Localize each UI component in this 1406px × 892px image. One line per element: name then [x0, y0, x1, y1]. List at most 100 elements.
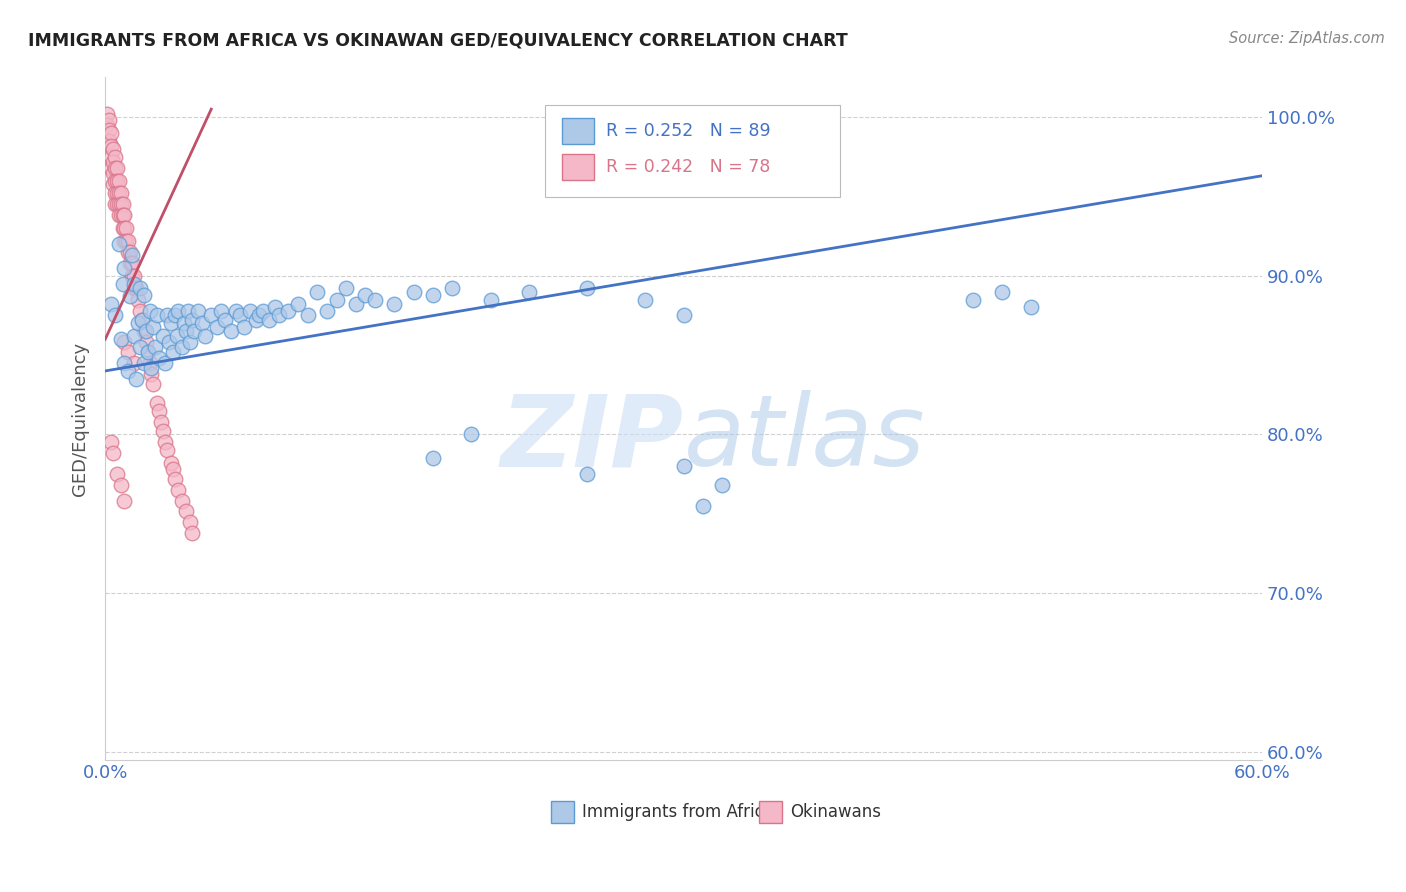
Point	[225, 303, 247, 318]
Point	[183, 324, 205, 338]
Point	[167, 303, 190, 318]
Point	[101, 154, 124, 169]
Point	[576, 281, 599, 295]
Point	[307, 285, 329, 299]
Point	[101, 166, 124, 180]
Point	[364, 293, 387, 307]
Point	[132, 356, 155, 370]
Point	[110, 478, 132, 492]
Point	[219, 324, 242, 338]
Point	[141, 360, 163, 375]
Point	[129, 281, 152, 295]
Point	[141, 367, 163, 381]
Point	[100, 161, 122, 175]
Point	[107, 209, 129, 223]
Point	[111, 277, 134, 291]
Point	[110, 332, 132, 346]
Point	[344, 297, 367, 311]
Point	[101, 142, 124, 156]
Point	[460, 427, 482, 442]
Point	[117, 244, 139, 259]
Point	[142, 376, 165, 391]
Point	[245, 313, 267, 327]
Point	[111, 221, 134, 235]
Point	[325, 293, 347, 307]
Point	[159, 456, 181, 470]
Point	[157, 335, 180, 350]
Point	[111, 197, 134, 211]
Point	[162, 462, 184, 476]
Point	[117, 344, 139, 359]
Point	[152, 329, 174, 343]
Point	[263, 301, 285, 315]
Text: IMMIGRANTS FROM AFRICA VS OKINAWAN GED/EQUIVALENCY CORRELATION CHART: IMMIGRANTS FROM AFRICA VS OKINAWAN GED/E…	[28, 31, 848, 49]
Point	[179, 335, 201, 350]
Point	[517, 285, 540, 299]
FancyBboxPatch shape	[544, 104, 839, 197]
Point	[114, 209, 136, 223]
Point	[152, 424, 174, 438]
Point	[156, 309, 179, 323]
Point	[479, 293, 502, 307]
Point	[135, 335, 157, 350]
Point	[122, 329, 145, 343]
Point	[122, 277, 145, 291]
Bar	[759, 801, 782, 823]
Point	[129, 303, 152, 318]
Point	[249, 309, 271, 323]
Point	[100, 297, 122, 311]
Point	[125, 372, 148, 386]
Point	[209, 303, 232, 318]
Point	[441, 281, 464, 295]
Point	[148, 351, 170, 366]
Point	[163, 472, 186, 486]
Point	[107, 237, 129, 252]
Point	[117, 234, 139, 248]
Point	[110, 186, 132, 201]
Point	[105, 467, 128, 481]
Point	[174, 324, 197, 338]
Point	[101, 446, 124, 460]
Point	[104, 150, 127, 164]
Point	[138, 356, 160, 370]
Point	[132, 324, 155, 338]
Point	[98, 113, 121, 128]
Point	[287, 297, 309, 311]
Point	[672, 309, 695, 323]
Point	[105, 161, 128, 175]
Point	[692, 499, 714, 513]
Point	[105, 173, 128, 187]
Text: Okinawans: Okinawans	[790, 803, 882, 822]
Point	[100, 435, 122, 450]
Point	[114, 234, 136, 248]
Point	[107, 197, 129, 211]
Point	[384, 297, 406, 311]
Point	[136, 344, 159, 359]
Point	[166, 329, 188, 343]
Point	[104, 186, 127, 201]
Point	[138, 303, 160, 318]
Point	[576, 467, 599, 481]
Point	[104, 161, 127, 175]
Point	[181, 525, 204, 540]
Point	[98, 123, 121, 137]
Point	[153, 435, 176, 450]
Point	[107, 173, 129, 187]
Point	[114, 260, 136, 275]
Point	[148, 403, 170, 417]
Point	[114, 221, 136, 235]
Point	[711, 478, 734, 492]
Point	[174, 503, 197, 517]
Point	[127, 293, 149, 307]
Point	[107, 186, 129, 201]
Point	[167, 483, 190, 497]
Point	[179, 515, 201, 529]
Point	[111, 209, 134, 223]
Point	[115, 234, 138, 248]
Point	[190, 316, 212, 330]
Point	[98, 134, 121, 148]
Point	[96, 107, 118, 121]
Point	[672, 459, 695, 474]
Point	[962, 293, 984, 307]
Point	[162, 344, 184, 359]
